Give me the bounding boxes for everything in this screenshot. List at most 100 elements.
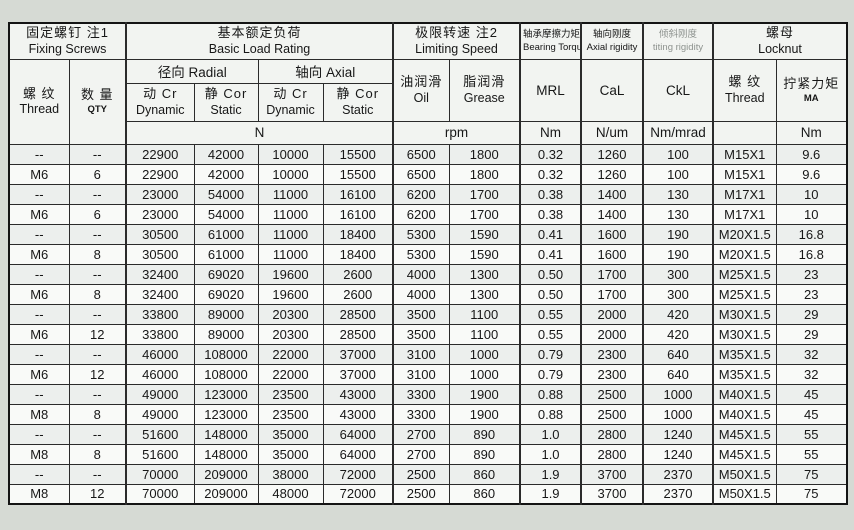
table-cell: 75	[775, 463, 848, 485]
header-col-locknut-thread-en: Thread	[724, 90, 765, 105]
table-row: M6 8 30500 61000 11000 18400 5300 1590 0.41 1600 1…	[8, 243, 848, 265]
header-col-radial-static-zh: 静 Cor	[204, 86, 248, 102]
header-col-qty-en: QTY	[87, 104, 108, 116]
table-cell: 108000	[193, 343, 259, 365]
table-cell: 32400	[125, 283, 195, 305]
table-cell: 1700	[448, 183, 521, 205]
table-cell: 1000	[642, 403, 714, 425]
table-cell: 23	[775, 263, 848, 285]
header-col-fixing-thread-en: Thread	[19, 102, 60, 117]
table-cell: 2500	[392, 463, 450, 485]
table-cell: 4000	[392, 283, 450, 305]
table-cell: 3700	[580, 463, 644, 485]
table-cell: 0.50	[519, 263, 582, 285]
table-cell: 123000	[193, 383, 259, 405]
header-group-bearing-torque-en: Bearing Torque	[523, 41, 582, 53]
table-header: 固定螺钉 注1 Fixing Screws 基本额定负荷 Basic Load …	[8, 22, 848, 145]
table-cell: 48000	[257, 483, 324, 505]
table-cell: --	[68, 183, 127, 205]
table-cell: 11000	[257, 203, 324, 225]
table-cell: 45	[775, 383, 848, 405]
table-cell: M50X1.5	[712, 463, 777, 485]
table-cell: 69020	[193, 263, 259, 285]
table-cell: 72000	[322, 483, 394, 505]
header-col-ma-en: MA	[803, 92, 819, 104]
table-cell: 420	[642, 323, 714, 345]
table-cell: 18400	[322, 243, 394, 265]
table-cell: 15500	[322, 163, 394, 185]
table-cell: 1900	[448, 403, 521, 425]
table-cell: M20X1.5	[712, 223, 777, 245]
table-cell: 1.0	[519, 443, 582, 465]
table-cell: --	[68, 463, 127, 485]
table-row: M8 12 70000 209000 48000 72000 2500 860 1.9 3700 2…	[8, 483, 848, 505]
table-cell: 23500	[257, 403, 324, 425]
header-sub-axial: 轴向 Axial	[257, 58, 394, 84]
header-group-fixing-screws: 固定螺钉 注1 Fixing Screws	[8, 22, 127, 60]
unit-locknut-thread	[712, 120, 777, 145]
table-cell: 10	[775, 183, 848, 205]
table-cell: 420	[642, 303, 714, 325]
table-cell: 0.50	[519, 283, 582, 305]
table-cell: 22900	[125, 143, 195, 165]
table-cell: --	[68, 423, 127, 445]
table-cell: 70000	[125, 483, 195, 505]
table-cell: 0.32	[519, 163, 582, 185]
header-col-axial-dynamic-en: Dynamic	[266, 102, 315, 117]
table-cell: 8	[68, 403, 127, 425]
table-cell: M45X1.5	[712, 423, 777, 445]
table-cell: 28500	[322, 303, 394, 325]
header-group-basic-load-rating-en: Basic Load Rating	[208, 42, 311, 57]
table-cell: 860	[448, 483, 521, 505]
header-col-radial-dynamic-zh: 动 Cr	[143, 86, 178, 102]
table-cell: 640	[642, 343, 714, 365]
table-cell: 1600	[580, 223, 644, 245]
header-group-tilting-rigidity: 倾斜刚度 titing rigidity	[642, 22, 714, 60]
header-group-bearing-torque-zh: 轴承摩擦力矩	[523, 29, 581, 41]
table-cell: 0.79	[519, 343, 582, 365]
table-cell: 0.38	[519, 183, 582, 205]
table-cell: M6	[8, 243, 70, 265]
table-cell: 89000	[193, 303, 259, 325]
table-cell: 42000	[193, 143, 259, 165]
table-cell: 42000	[193, 163, 259, 185]
table-cell: 10	[775, 203, 848, 225]
table-cell: 16.8	[775, 223, 848, 245]
table-cell: 2370	[642, 483, 714, 505]
table-cell: M15X1	[712, 163, 777, 185]
table-cell: 15500	[322, 143, 394, 165]
table-row: -- -- 22900 42000 10000 15500 6500 1800 0.32 1260…	[8, 143, 848, 165]
table-cell: 890	[448, 443, 521, 465]
table-cell: 6	[68, 163, 127, 185]
table-cell: 5300	[392, 243, 450, 265]
table-cell: 22000	[257, 343, 324, 365]
table-cell: 0.55	[519, 323, 582, 345]
header-col-grease-en: Grease	[463, 90, 505, 105]
table-cell: --	[68, 303, 127, 325]
table-cell: 1300	[448, 283, 521, 305]
table-cell: M20X1.5	[712, 243, 777, 265]
table-cell: 1400	[580, 183, 644, 205]
table-cell: 9.6	[775, 163, 848, 185]
header-col-mrl: MRL	[519, 58, 582, 122]
table-row: M6 12 33800 89000 20300 28500 3500 1100 0.55 2000…	[8, 323, 848, 345]
table-cell: 6	[68, 203, 127, 225]
table-cell: 890	[448, 423, 521, 445]
header-col-oil: 油润滑 Oil	[392, 58, 450, 122]
table-cell: 55	[775, 423, 848, 445]
table-cell: 300	[642, 263, 714, 285]
table-cell: 6200	[392, 183, 450, 205]
header-col-axial-dynamic-zh: 动 Cr	[273, 86, 308, 102]
table-cell: 11000	[257, 243, 324, 265]
table-cell: --	[8, 463, 70, 485]
table-cell: 35000	[257, 443, 324, 465]
header-col-cal: CaL	[580, 58, 644, 122]
table-cell: 23000	[125, 183, 195, 205]
header-group-bearing-torque: 轴承摩擦力矩 Bearing Torque	[519, 22, 582, 60]
table-cell: 1900	[448, 383, 521, 405]
table-cell: 1260	[580, 143, 644, 165]
table-cell: 69020	[193, 283, 259, 305]
table-cell: --	[8, 383, 70, 405]
table-cell: 209000	[193, 463, 259, 485]
table-cell: 6500	[392, 163, 450, 185]
